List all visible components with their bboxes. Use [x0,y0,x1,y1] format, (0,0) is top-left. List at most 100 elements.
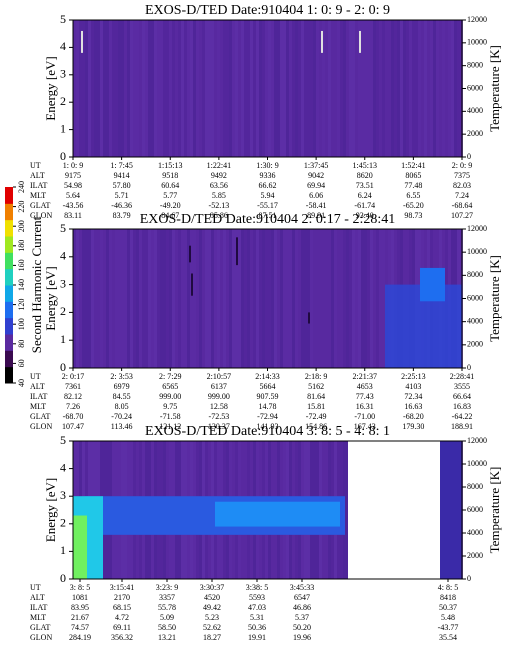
spectrogram-column [448,20,451,157]
spectrogram-column [205,229,208,368]
colorbar-segment [5,366,13,384]
spectrogram-column [340,229,343,368]
spectrogram-column [208,20,211,157]
ephemeris-value: -61.74 [354,201,375,210]
spectrogram-column [229,20,232,157]
spectrogram-column [301,229,304,368]
ephemeris-value: 1081 [72,593,88,602]
spectrogram-column [208,229,211,368]
spectrogram-column [433,20,436,157]
y2-axis-label: Temperature [K] [487,45,502,132]
spectrogram-column [97,229,100,368]
ephemeris-value: 9492 [211,171,227,180]
spectrogram-streak [321,30,323,53]
y-tick-label: 1 [60,121,66,135]
ephemeris-value: 6547 [294,593,310,602]
spectrogram-column [358,20,361,157]
spectrogram-column [124,20,127,157]
spectrogram-streak [81,30,83,53]
spectrogram-column [205,20,208,157]
spectrogram-column [409,20,412,157]
y2-tick-label: 8000 [467,482,483,491]
spectrogram-column [214,20,217,157]
ephemeris-value: 7361 [65,382,81,391]
ephemeris-value: 1:30: 9 [256,161,278,170]
y-tick-label: 2 [60,94,66,108]
panel-title: EXOS-D/TED Date:910404 1: 0: 9 - 2: 0: 9 [145,3,390,18]
ephemeris-value: 9414 [114,171,130,180]
spectrogram-column [250,20,253,157]
colorbar-tick-label: 100 [17,318,26,330]
spectrogram-column [127,20,130,157]
y-tick-label: 0 [60,149,66,163]
spectrogram-column [364,229,367,368]
spectrogram-column [163,20,166,157]
spectrogram-column [334,229,337,368]
spectrogram-column [109,20,112,157]
spectrogram-column [250,229,253,368]
ephemeris-value: 6565 [162,382,178,391]
ephemeris-value: 84.55 [113,392,131,401]
spectrogram-column [226,20,229,157]
ephemeris-value: 999.00 [159,392,181,401]
y2-tick-label: 6000 [467,505,483,514]
spectrogram-column [457,20,460,157]
ephemeris-value: 8620 [357,171,373,180]
spectrogram-column [157,229,160,368]
ephemeris-label: MLT [30,191,46,200]
spectrogram-column [310,20,313,157]
ephemeris-value: 113.46 [111,422,133,431]
spectrogram-column [136,20,139,157]
spectrogram-streak [308,312,310,324]
y2-axis-label: Temperature [K] [487,467,502,554]
spectrogram-column [217,20,220,157]
y2-tick-label: 6000 [467,293,483,302]
y-tick-label: 0 [60,571,66,585]
spectrogram-column [109,229,112,368]
spectrogram-column [112,229,115,368]
spectrogram-column [316,20,319,157]
ephemeris-value: 1: 7:45 [110,161,132,170]
y-tick-label: 2 [60,516,66,530]
spectrogram-column [337,20,340,157]
ephemeris-value: 2:21:37 [353,372,377,381]
spectrogram-column [451,20,454,157]
spectrogram-column [313,20,316,157]
ephemeris-value: 83.11 [64,211,82,220]
spectrogram-column [184,20,187,157]
spectrogram-column [244,20,247,157]
colorbar-tick-label: 200 [17,220,26,232]
spectrogram-column [154,229,157,368]
spectrogram-column [292,20,295,157]
spectrogram-column [376,229,379,368]
ephemeris-value: 2:25:13 [401,372,425,381]
y2-tick-label: 4000 [467,316,483,325]
ephemeris-value: -71.58 [160,412,181,421]
ephemeris-value: 284.19 [69,633,91,642]
y2-tick-label: 4000 [467,106,483,115]
ephemeris-label: MLT [30,613,46,622]
spectrogram-column [322,20,325,157]
spectrogram-column [328,229,331,368]
spectrogram-column [139,229,142,368]
y2-axis-label: Temperature [K] [487,255,502,342]
ephemeris-value: -43.77 [438,623,459,632]
spectrogram-column [181,20,184,157]
y-tick-label: 4 [60,249,66,263]
spectrogram-column [202,20,205,157]
spectrogram-column [442,20,445,157]
y2-tick-label: 0 [467,152,471,161]
spectrogram-column [454,20,457,157]
y2-tick-label: 4000 [467,528,483,537]
spectrogram-column [328,20,331,157]
spectrogram-column [283,229,286,368]
ephemeris-value: 66.62 [259,181,277,190]
ephemeris-value: 60.64 [161,181,179,190]
spectrogram-column [295,20,298,157]
spectrogram-column [94,229,97,368]
spectrogram-column [187,20,190,157]
spectrogram-column [421,20,424,157]
spectrogram-column [103,229,106,368]
spectrogram-column [160,20,163,157]
ephemeris-value: 5.23 [205,613,219,622]
